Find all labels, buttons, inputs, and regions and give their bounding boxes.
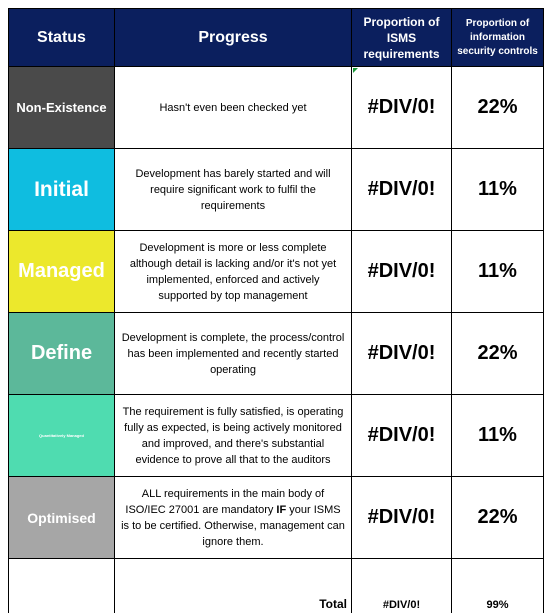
controls-cell[interactable]: 22% [452,477,544,559]
isms-cell[interactable]: #DIV/0! [352,67,452,149]
table-row: Managed Development is more or less comp… [8,231,544,313]
isms-cell[interactable]: #DIV/0! [352,231,452,313]
header-isms[interactable]: Proportion of ISMS requirements [352,8,452,67]
table-row: Define Development is complete, the proc… [8,313,544,395]
progress-text-emphasis: IF [276,503,287,516]
table-row: Quantitatively Managed The requirement i… [8,395,544,477]
header-row: Status Progress Proportion of ISMS requi… [8,8,544,67]
header-status[interactable]: Status [8,8,115,67]
status-cell[interactable]: Define [8,313,115,395]
table-row: Non-Existence Hasn't even been checked y… [8,67,544,149]
table-row: Optimised ALL requirements in the main b… [8,477,544,559]
isms-cell[interactable]: #DIV/0! [352,477,452,559]
header-controls[interactable]: Proportion of information security contr… [452,8,544,67]
status-cell[interactable]: Managed [8,231,115,313]
status-cell[interactable]: Quantitatively Managed [8,395,115,477]
controls-cell[interactable]: 11% [452,231,544,313]
total-controls[interactable]: 99% [452,559,544,613]
controls-cell[interactable]: 22% [452,67,544,149]
progress-cell[interactable]: Hasn't even been checked yet [115,67,352,149]
progress-cell[interactable]: ALL requirements in the main body of ISO… [115,477,352,559]
empty-cell[interactable] [8,559,115,613]
totals-row: Total #DIV/0! 99% [8,559,544,613]
isms-cell[interactable]: #DIV/0! [352,395,452,477]
progress-text: ALL requirements in the main body of ISO… [121,486,345,550]
isms-cell[interactable]: #DIV/0! [352,313,452,395]
table-row: Initial Development has barely started a… [8,149,544,231]
progress-text-part: your ISMS is to be certified. Otherwise,… [121,503,345,548]
status-cell[interactable]: Initial [8,149,115,231]
status-cell[interactable]: Non-Existence [8,67,115,149]
isms-cell[interactable]: #DIV/0! [352,149,452,231]
progress-cell[interactable]: Development is more or less complete alt… [115,231,352,313]
controls-cell[interactable]: 11% [452,149,544,231]
total-label[interactable]: Total [115,559,352,613]
total-isms[interactable]: #DIV/0! [352,559,452,613]
controls-cell[interactable]: 11% [452,395,544,477]
progress-text-part: ALL requirements in the main body of ISO… [125,487,325,516]
controls-cell[interactable]: 22% [452,313,544,395]
progress-cell[interactable]: Development is complete, the process/con… [115,313,352,395]
header-progress[interactable]: Progress [115,8,352,67]
progress-cell[interactable]: The requirement is fully satisfied, is o… [115,395,352,477]
progress-cell[interactable]: Development has barely started and will … [115,149,352,231]
status-cell[interactable]: Optimised [8,477,115,559]
